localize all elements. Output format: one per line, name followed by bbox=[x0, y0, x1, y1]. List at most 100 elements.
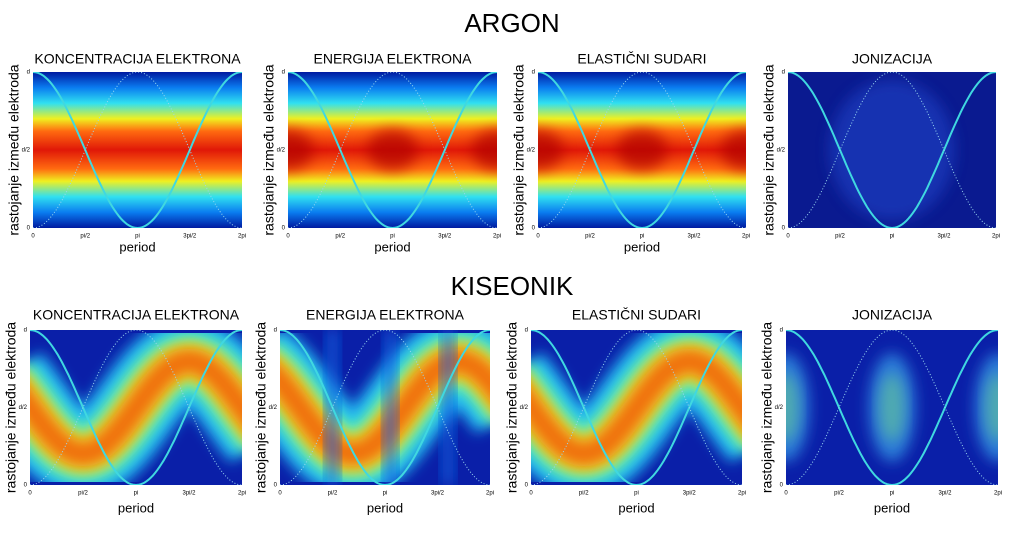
x-tick-label: 2pi bbox=[493, 234, 501, 240]
x-tick-label: 2pi bbox=[742, 234, 750, 240]
curve-dotted bbox=[33, 72, 242, 228]
x-tick-label: 0 bbox=[286, 234, 290, 240]
heatmap bbox=[788, 72, 996, 228]
y-tick-label: d/2 bbox=[777, 148, 786, 154]
y-tick-label: 0 bbox=[24, 483, 28, 489]
y-tick-label: d bbox=[24, 328, 27, 334]
x-tick-label: pi bbox=[890, 491, 895, 497]
x-tick-label: 2pi bbox=[738, 491, 746, 497]
y-tick-label: d/2 bbox=[277, 148, 286, 154]
heatmap bbox=[538, 72, 746, 228]
hot bbox=[617, 129, 667, 171]
y-axis-label: rastojanje između elektroda bbox=[761, 64, 777, 235]
x-axis-label: period bbox=[618, 500, 654, 515]
curve bbox=[288, 72, 497, 228]
y-tick-label: 0 bbox=[780, 483, 784, 489]
curve-dotted bbox=[531, 330, 742, 485]
hot bbox=[538, 129, 563, 171]
panel-title: JONIZACIJA bbox=[852, 307, 933, 323]
x-tick-label: 3pi/2 bbox=[683, 491, 697, 497]
glow bbox=[985, 373, 998, 442]
curve-dotted bbox=[786, 330, 998, 485]
x-tick-label: 3pi/2 bbox=[183, 234, 197, 240]
y-tick-label: 0 bbox=[282, 226, 286, 232]
y-axis-label: rastojanje između elektroda bbox=[511, 64, 527, 235]
x-tick-label: 3pi/2 bbox=[938, 491, 952, 497]
x-tick-label: pi bbox=[383, 491, 388, 497]
hot bbox=[471, 129, 497, 171]
hot bbox=[721, 129, 746, 171]
y-tick-label: d bbox=[780, 328, 783, 334]
y-tick-label: d/2 bbox=[520, 405, 529, 411]
curve bbox=[788, 72, 996, 228]
hot bbox=[288, 129, 314, 171]
panel-title: JONIZACIJA bbox=[852, 51, 933, 67]
glow bbox=[829, 79, 955, 221]
y-tick-label: 0 bbox=[274, 483, 278, 489]
x-tick-label: 0 bbox=[278, 491, 282, 497]
heatmap bbox=[280, 330, 490, 485]
band bbox=[30, 348, 242, 467]
y-axis-label: rastojanje između elektroda bbox=[253, 322, 269, 493]
hot bbox=[367, 129, 418, 171]
x-tick-label: pi bbox=[135, 234, 140, 240]
x-tick-label: pi/2 bbox=[835, 234, 845, 240]
panel-title: ENERGIJA ELEKTRONA bbox=[306, 307, 465, 323]
x-tick-label: 3pi/2 bbox=[438, 234, 452, 240]
y-axis-label: rastojanje između elektroda bbox=[6, 64, 22, 235]
panel: ENERGIJA ELEKTRONA rastojanje između elek… bbox=[253, 307, 494, 516]
y-tick-label: d bbox=[27, 70, 30, 76]
x-tick-label: 3pi/2 bbox=[687, 234, 701, 240]
x-tick-label: 0 bbox=[536, 234, 540, 240]
x-axis-label: period bbox=[374, 239, 410, 254]
x-tick-label: pi/2 bbox=[579, 491, 589, 497]
x-tick-label: 2pi bbox=[994, 491, 1002, 497]
y-tick-label: d/2 bbox=[19, 405, 28, 411]
x-tick-label: 0 bbox=[529, 491, 533, 497]
x-tick-label: 0 bbox=[786, 234, 790, 240]
y-tick-label: 0 bbox=[525, 483, 529, 489]
heatmap bbox=[288, 72, 497, 228]
panel: JONIZACIJA rastojanje između elektroda per… bbox=[759, 307, 1002, 516]
curve-dotted bbox=[288, 72, 497, 228]
y-tick-label: d/2 bbox=[269, 405, 278, 411]
x-tick-label: 3pi/2 bbox=[182, 491, 196, 497]
y-tick-label: d/2 bbox=[527, 148, 536, 154]
x-tick-label: pi bbox=[640, 234, 645, 240]
y-tick-label: d/2 bbox=[22, 148, 31, 154]
panel-title: KONCENTRACIJA ELEKTRONA bbox=[33, 307, 240, 323]
x-tick-label: pi/2 bbox=[78, 491, 88, 497]
panel: KONCENTRACIJA ELEKTRONA rastojanje između… bbox=[3, 307, 246, 516]
x-tick-label: 3pi/2 bbox=[431, 491, 445, 497]
x-axis-label: period bbox=[624, 239, 660, 254]
y-axis-label: rastojanje između elektroda bbox=[759, 322, 775, 493]
group-title: ARGON bbox=[464, 8, 559, 38]
panel: ELASTIČNI SUDARI rastojanje između elektr… bbox=[511, 51, 750, 255]
x-axis-label: period bbox=[874, 500, 910, 515]
panel: ENERGIJA ELEKTRONA rastojanje između elek… bbox=[261, 51, 501, 255]
x-axis-label: period bbox=[367, 500, 403, 515]
gap bbox=[442, 330, 454, 485]
x-tick-label: 0 bbox=[31, 234, 35, 240]
curve-dotted bbox=[538, 72, 746, 228]
curve-dotted bbox=[788, 72, 996, 228]
heatmap bbox=[531, 330, 742, 485]
x-tick-label: pi/2 bbox=[328, 491, 338, 497]
y-tick-label: 0 bbox=[782, 226, 786, 232]
panel-title: ELASTIČNI SUDARI bbox=[577, 51, 706, 67]
x-tick-label: 2pi bbox=[238, 234, 246, 240]
x-tick-label: pi bbox=[390, 234, 395, 240]
curve bbox=[280, 330, 490, 485]
band bbox=[531, 348, 742, 467]
x-tick-label: pi/2 bbox=[80, 234, 90, 240]
x-tick-label: pi bbox=[634, 491, 639, 497]
panel-title: ELASTIČNI SUDARI bbox=[572, 307, 701, 323]
x-axis-label: period bbox=[119, 239, 155, 254]
x-tick-label: pi/2 bbox=[834, 491, 844, 497]
y-tick-label: 0 bbox=[532, 226, 536, 232]
y-tick-label: 0 bbox=[27, 226, 31, 232]
panel: ELASTIČNI SUDARI rastojanje između elektr… bbox=[504, 307, 746, 516]
x-tick-label: 2pi bbox=[992, 234, 1000, 240]
heatmap bbox=[30, 330, 242, 485]
